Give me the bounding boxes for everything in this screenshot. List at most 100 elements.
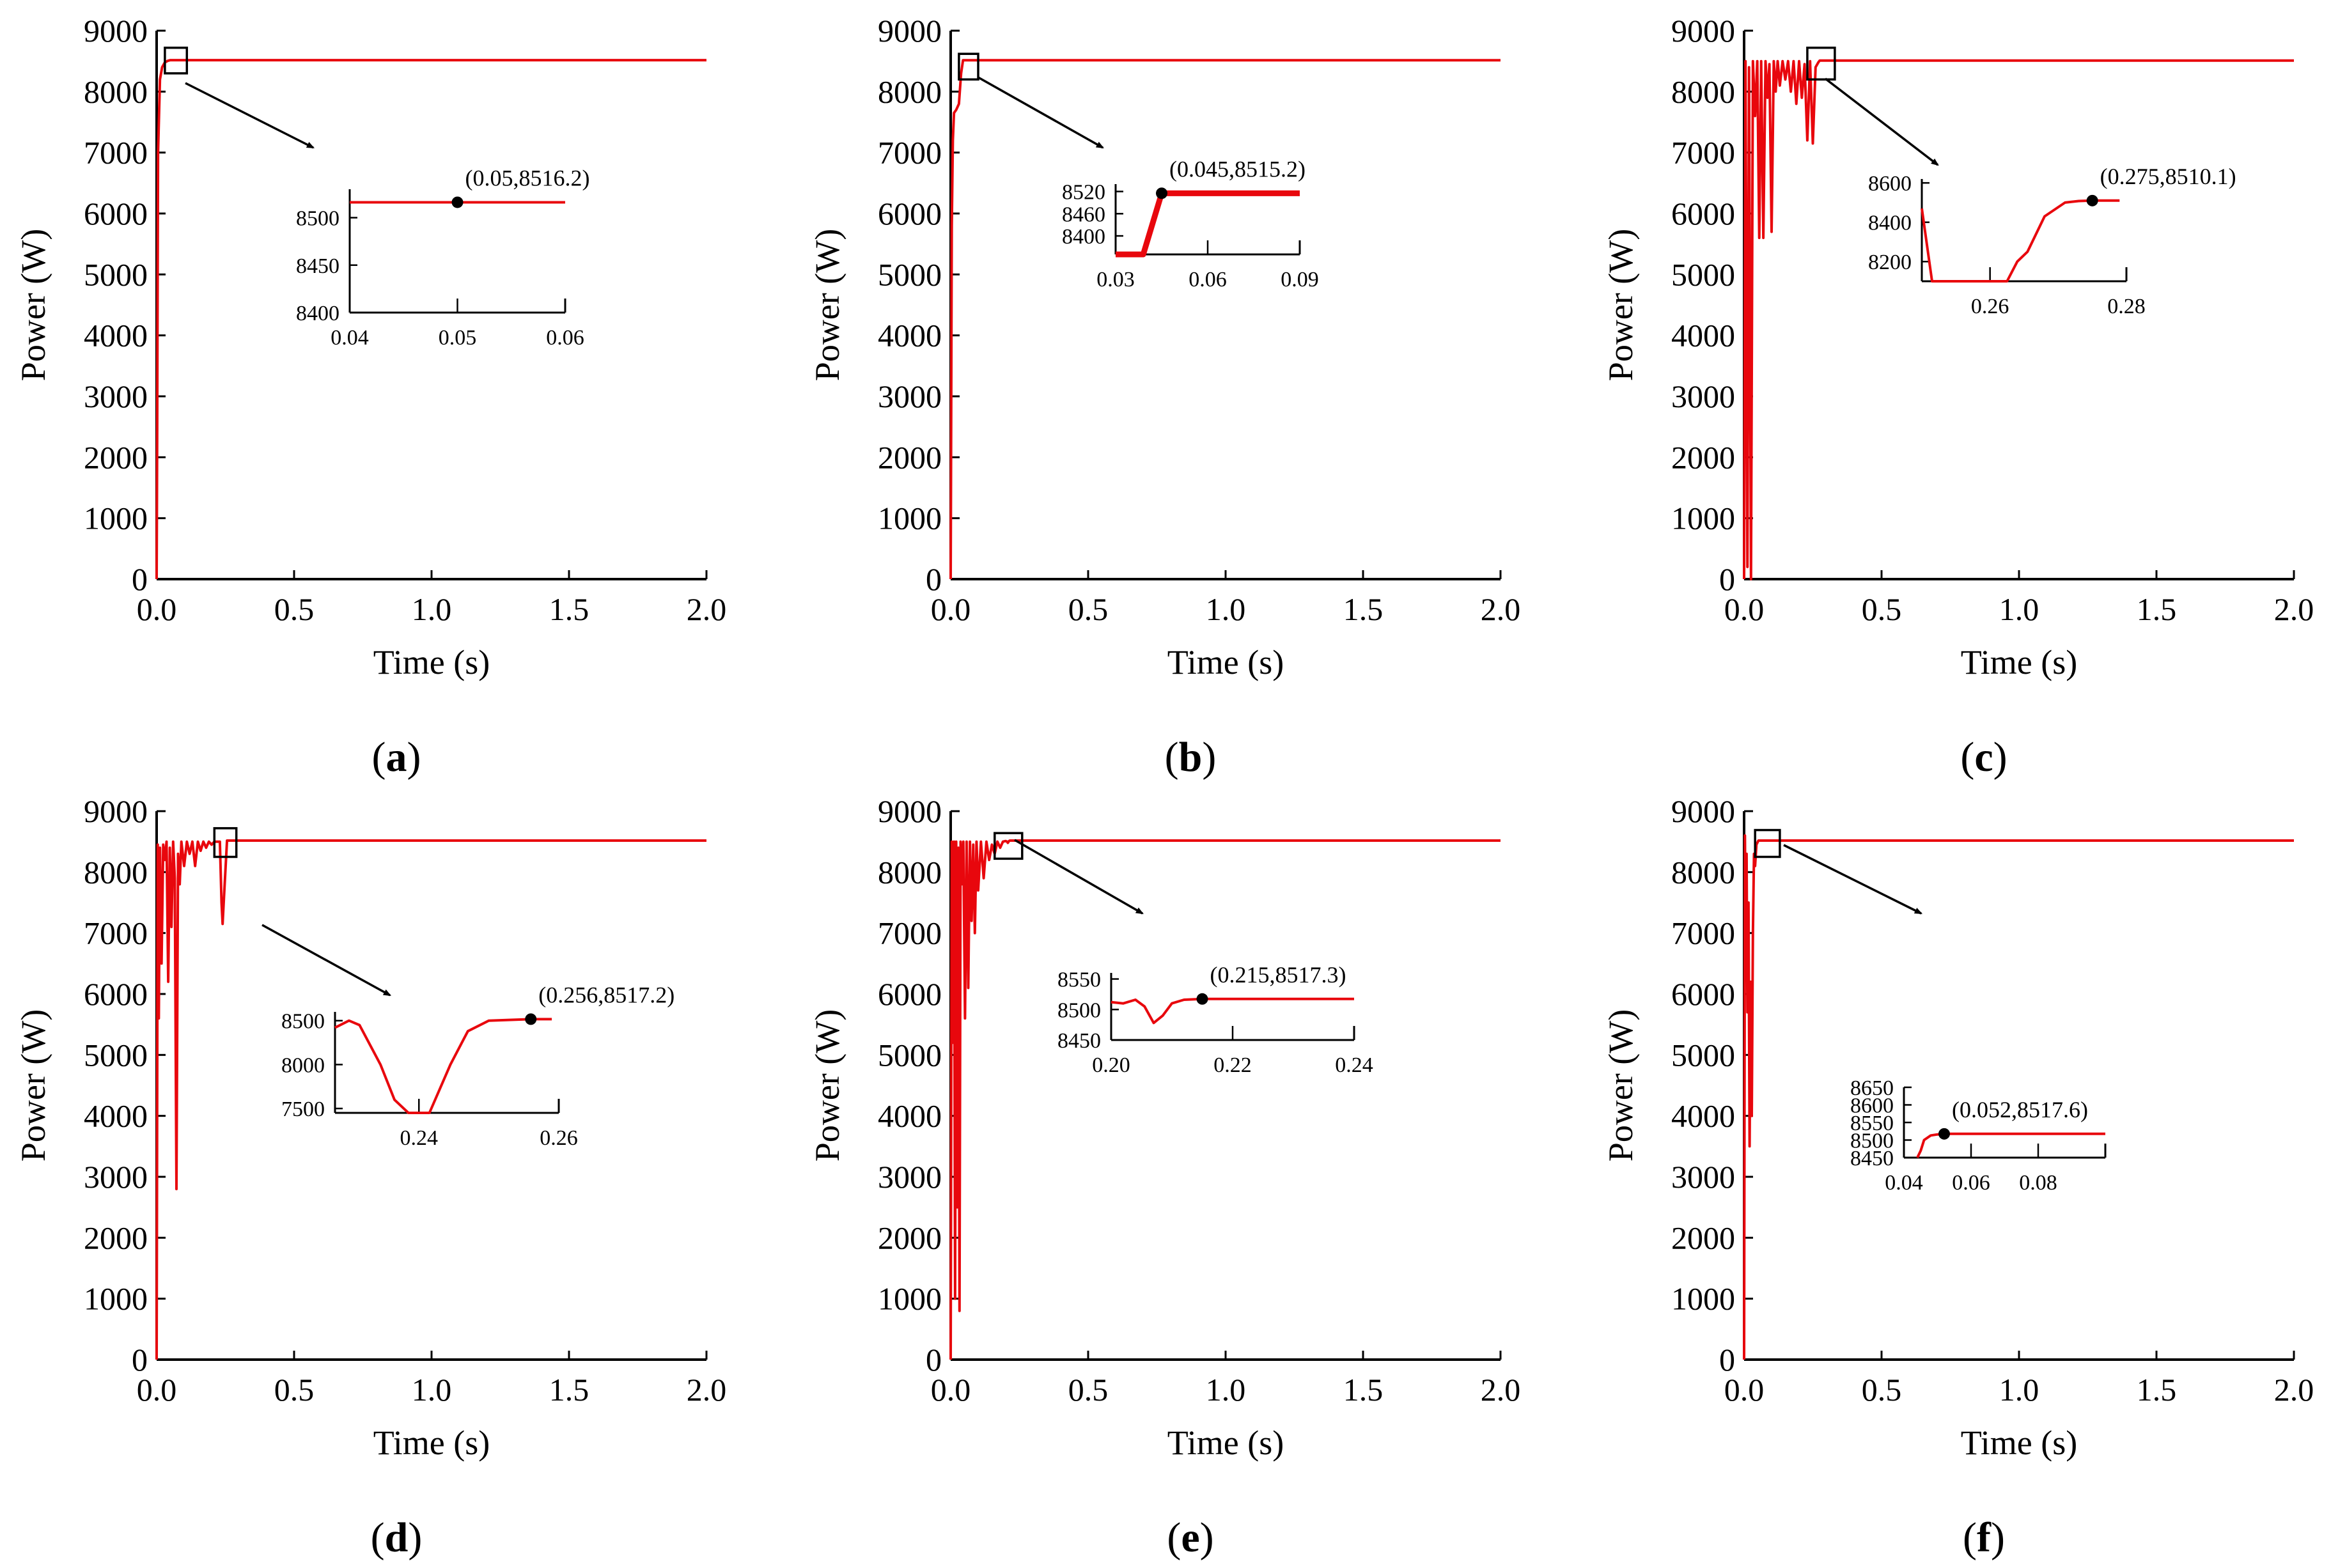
y-tick-label: 3000 — [878, 1159, 942, 1195]
inset-y-tick-label: 8500 — [1057, 998, 1101, 1022]
y-tick-label: 6000 — [84, 976, 148, 1012]
inset-x-tick-label: 0.24 — [1335, 1053, 1373, 1077]
y-tick-label: 3000 — [84, 1159, 148, 1195]
inset-y-tick-label: 8400 — [296, 302, 339, 325]
x-tick-label: 0.5 — [1068, 1372, 1109, 1408]
inset-y-tick-label: 8450 — [296, 254, 339, 278]
x-tick-label: 0.0 — [931, 591, 971, 627]
y-tick-label: 1000 — [84, 501, 148, 536]
inset-y-tick-label: 8500 — [296, 207, 339, 231]
inset-marker-point — [2086, 194, 2098, 206]
inset-x-tick-label: 0.09 — [1281, 268, 1319, 291]
x-tick-label: 1.0 — [1206, 591, 1246, 627]
zoom-arrow — [978, 76, 1103, 149]
y-tick-label: 5000 — [878, 1037, 942, 1073]
x-tick-label: 0.0 — [931, 1372, 971, 1408]
power-line — [949, 839, 1501, 1360]
inset-marker-point — [451, 196, 464, 208]
inset-marker-point — [1938, 1128, 1950, 1140]
inset-power-line — [1111, 997, 1354, 1025]
panel-label-paren-open: ( — [371, 1514, 385, 1561]
y-tick-label: 8000 — [878, 74, 942, 109]
inset-d: 7500 8000 8500 0.24 0.26 (0.256,8517.2) — [281, 982, 674, 1150]
panel-label-paren-close: ) — [1202, 734, 1216, 780]
inset-x-tick-label: 0.20 — [1092, 1053, 1130, 1077]
zoom-box — [994, 832, 1024, 860]
inset-power-line — [334, 1018, 552, 1114]
inset-y-tick-label: 8450 — [1850, 1147, 1894, 1170]
y-tick-label: 7000 — [878, 915, 942, 951]
inset-e: 8450 8500 8550 0.20 0.22 0.24 (0.215,8517.3) — [1057, 962, 1373, 1077]
y-tick-label: 6000 — [878, 196, 942, 231]
x-tick-label: 2.0 — [2274, 591, 2314, 627]
inset-x-tick-label: 0.22 — [1213, 1053, 1252, 1077]
inset-annotation: (0.256,8517.2) — [538, 982, 674, 1007]
inset-marker-point — [1196, 993, 1208, 1005]
y-tick-label: 9000 — [878, 13, 942, 49]
y-tick-label: 2000 — [878, 439, 942, 475]
y-tick-label: 0 — [926, 1342, 942, 1378]
x-tick-label: 2.0 — [1481, 1372, 1521, 1408]
inset-x-tick-label: 0.06 — [1189, 268, 1227, 291]
inset-y-tick-label: 8600 — [1868, 172, 1912, 196]
panel-label-paren-close: ) — [407, 734, 421, 780]
y-tick-label: 3000 — [84, 378, 148, 414]
y-tick-label: 1000 — [1671, 1281, 1735, 1317]
x-tick-label: 1.5 — [549, 1372, 589, 1408]
y-tick-label: 4000 — [1671, 318, 1735, 353]
panel-label-letter: a — [386, 734, 407, 780]
x-axis-label: Time (s) — [1167, 1424, 1284, 1462]
y-tick-label: 2000 — [878, 1220, 942, 1255]
panel-label-paren-open: ( — [1960, 734, 1974, 780]
x-tick-label: 0.0 — [137, 591, 177, 627]
y-tick-label: 8000 — [1671, 854, 1735, 890]
y-tick-label: 1000 — [1671, 501, 1735, 536]
inset-power-line — [1116, 190, 1300, 258]
inset-annotation: (0.045,8515.2) — [1169, 156, 1306, 182]
x-tick-label: 0.5 — [1862, 591, 1902, 627]
inset-marker-point — [1156, 187, 1167, 199]
x-tick-label: 2.0 — [687, 1372, 727, 1408]
panel-label-paren-open: ( — [372, 734, 386, 780]
inset-x-tick-label: 0.26 — [540, 1126, 578, 1150]
panel-label: (c) — [1960, 734, 2007, 780]
panel-label-paren-close: ) — [408, 1514, 422, 1561]
inset-y-tick-label: 7500 — [281, 1098, 325, 1121]
y-axis-label: Power (W) — [14, 1009, 52, 1161]
x-axis-label: Time (s) — [373, 1424, 490, 1462]
y-tick-label: 5000 — [84, 1037, 148, 1073]
y-tick-label: 7000 — [84, 135, 148, 171]
inset-y-tick-label: 8000 — [281, 1053, 325, 1077]
y-tick-label: 7000 — [878, 135, 942, 171]
panel-e: 0 1000 2000 3000 4000 5000 6000 7000 8000 9000 0.0… — [808, 793, 1520, 1561]
zoom-box — [1754, 828, 1781, 858]
x-tick-label: 1.0 — [1999, 591, 2039, 627]
x-axis-label: Time (s) — [1961, 1424, 2078, 1462]
panel-label-letter: c — [1974, 734, 1993, 780]
y-tick-label: 0 — [132, 561, 148, 597]
inset-y-tick-label: 8550 — [1850, 1112, 1894, 1135]
y-tick-label: 2000 — [1671, 1220, 1735, 1255]
y-tick-label: 6000 — [84, 196, 148, 231]
x-tick-label: 2.0 — [2274, 1372, 2314, 1408]
x-tick-label: 1.5 — [1343, 1372, 1384, 1408]
zoom-box — [958, 52, 979, 81]
inset-annotation: (0.275,8510.1) — [2100, 164, 2236, 189]
zoom-arrow — [261, 924, 390, 997]
y-tick-label: 9000 — [84, 13, 148, 49]
inset-annotation: (0.052,8517.6) — [1952, 1097, 2088, 1122]
inset-x-tick-label: 0.04 — [331, 326, 369, 350]
inset-y-tick-label: 8460 — [1062, 203, 1105, 226]
zoom-box — [164, 46, 189, 75]
inset-c: 8200 8400 8600 0.26 0.28 (0.275,8510.1) — [1868, 164, 2236, 318]
inset-x-tick-label: 0.03 — [1096, 268, 1135, 291]
panel-label-paren-open: ( — [1963, 1514, 1977, 1561]
y-tick-label: 4000 — [84, 1098, 148, 1134]
y-tick-label: 7000 — [1671, 135, 1735, 171]
y-tick-label: 2000 — [84, 439, 148, 475]
zoom-arrow — [185, 82, 313, 149]
inset-y-tick-label: 8200 — [1868, 251, 1912, 274]
panel-a: 0 1000 2000 3000 4000 5000 6000 7000 8000 9000 0.0… — [14, 13, 726, 780]
